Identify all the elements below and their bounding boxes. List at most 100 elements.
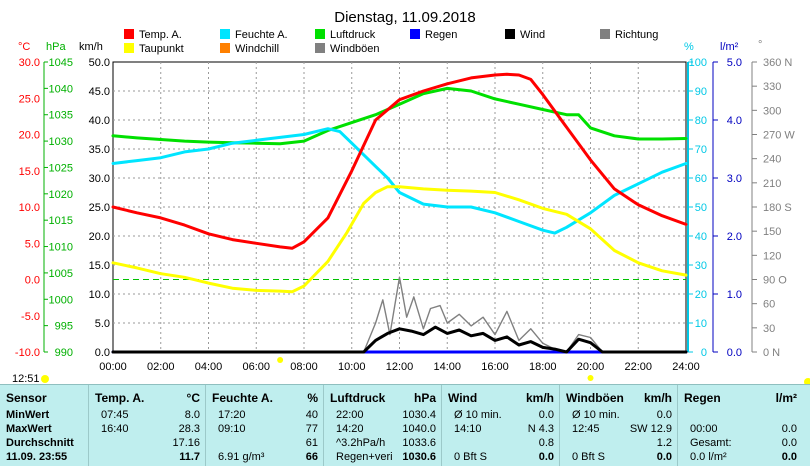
rain-tick-label: 1.0 — [727, 289, 742, 301]
stats-col-luftdruck: Luftdruck hPa 22:00 1030.4 14:20 1040.0 ^3.… — [323, 385, 442, 466]
pressure-tick-label: 1015 — [49, 215, 73, 227]
plot-area: 00:00 02:00 04:00 06:00 08:00 10:00 12:00 14:00… — [15, 57, 795, 381]
x-tick-label: 22:00 — [624, 361, 652, 373]
direction-tick-label: 180 S — [763, 202, 792, 214]
legend-swatch — [315, 29, 325, 39]
rain-tick-label: 2.0 — [727, 231, 742, 243]
pressure-tick-label: 1025 — [49, 162, 73, 174]
x-axis-marker — [587, 375, 594, 381]
stats-col-wind: Wind km/h Ø 10 min. 0.0 14:10 N 4.3 0.8 0 B… — [441, 385, 560, 466]
stats-col-regen: Regen l/m² 00:00 0.0 Gesamt: 0.0 0.0 l/m² 0.… — [677, 385, 810, 466]
stats-header: Luftdruck hPa — [330, 391, 436, 405]
stats-row: 12:45 SW 12.9 — [572, 423, 672, 435]
legend-swatch — [220, 43, 230, 53]
stats-row: 1.2 — [656, 437, 672, 449]
stats-col-temp: Temp. A. °C 07:45 8.0 16:40 28.3 17.16 11.7 — [88, 385, 206, 466]
stats-header: Windböen km/h — [566, 391, 672, 405]
temp-tick-label: 25.0 — [19, 93, 40, 105]
series-line-luftdruck — [111, 86, 688, 146]
x-tick-label: 00:00 — [99, 361, 127, 373]
stats-row: 14:20 1040.0 — [336, 423, 436, 435]
direction-tick-label: 360 N — [763, 57, 792, 69]
legend-label: Windböen — [330, 43, 380, 55]
wind-tick-label: 30.0 — [89, 173, 110, 185]
legend-label: Luftdruck — [330, 29, 376, 41]
legend-swatch — [315, 43, 325, 53]
axis-header-humidity: % — [684, 41, 694, 53]
stats-row: 0 Bft S 0.0 — [572, 451, 672, 463]
legend-label: Feuchte A. — [235, 29, 288, 41]
x-tick-label: 02:00 — [147, 361, 175, 373]
legend-label: Temp. A. — [139, 29, 182, 41]
pressure-tick-label: 1045 — [49, 57, 73, 69]
wind-tick-label: 40.0 — [89, 115, 110, 127]
stats-row: 61 — [305, 437, 318, 449]
stats-row: 16:40 28.3 — [101, 423, 200, 435]
stats-row: 11.7 — [179, 451, 200, 463]
stats-row: Regen+veri 1030.6 — [336, 451, 436, 463]
direction-tick-label: 60 — [763, 299, 775, 311]
wind-tick-label: 5.0 — [95, 318, 110, 330]
humidity-tick-label: 70 — [695, 144, 707, 156]
stats-row: Ø 10 min. 0.0 — [572, 409, 672, 421]
pressure-tick-label: 1010 — [49, 242, 73, 254]
time-label: 12:51 — [12, 373, 40, 385]
x-tick-label: 16:00 — [481, 361, 509, 373]
pressure-tick-label: 1040 — [49, 83, 73, 95]
stats-row: Ø 10 min. 0.0 — [454, 409, 554, 421]
axis-header-temp: °C — [18, 41, 30, 53]
x-axis-marker — [277, 357, 284, 363]
time-marker-dot — [41, 375, 49, 383]
x-tick-label: 04:00 — [195, 361, 223, 373]
stats-row: 14:10 N 4.3 — [454, 423, 554, 435]
stats-row: 0.8 — [538, 437, 554, 449]
x-tick-label: 06:00 — [242, 361, 270, 373]
pressure-tick-label: 1030 — [49, 136, 73, 148]
wind-tick-label: 35.0 — [89, 144, 110, 156]
x-tick-label: 08:00 — [290, 361, 318, 373]
x-tick-label: 20:00 — [577, 361, 605, 373]
stats-row-label: MaxWert — [6, 423, 52, 435]
legend-label: Taupunkt — [139, 43, 184, 55]
stats-row: 6.91 g/m³ 66 — [218, 451, 318, 463]
stats-row: 09:10 77 — [218, 423, 318, 435]
stats-col-windboeen: Windböen km/h Ø 10 min. 0.0 12:45 SW 12.9 1… — [559, 385, 678, 466]
stats-row-label: MinWert — [6, 409, 50, 421]
wind-tick-label: 20.0 — [89, 231, 110, 243]
humidity-tick-label: 30 — [695, 260, 707, 272]
humidity-tick-label: 20 — [695, 289, 707, 301]
stats-header: Temp. A. °C — [95, 391, 200, 405]
legend-swatch — [600, 29, 610, 39]
direction-tick-label: 150 — [763, 226, 781, 238]
rain-tick-label: 0.0 — [727, 347, 742, 359]
humidity-tick-label: 0 — [701, 347, 707, 359]
direction-tick-label: 240 — [763, 154, 781, 166]
axis-header-pressure: hPa — [46, 41, 66, 53]
stats-row-label: Durchschnitt — [6, 437, 74, 449]
humidity-tick-label: 80 — [695, 115, 707, 127]
temp-tick-label: -10.0 — [15, 347, 40, 359]
axis-headers: °C hPa km/h% l/m² ° — [18, 39, 762, 53]
direction-tick-label: 30 — [763, 323, 775, 335]
stats-header: Feuchte A.% — [212, 391, 318, 405]
wind-tick-label: 45.0 — [89, 86, 110, 98]
rain-tick-label: 5.0 — [727, 57, 742, 69]
wind-tick-label: 10.0 — [89, 289, 110, 301]
legend: Temp. A. Feuchte A. Luftdruck Regen Wind Rich… — [124, 29, 658, 55]
pressure-tick-label: 995 — [55, 321, 73, 333]
humidity-tick-label: 100 — [689, 57, 707, 69]
stats-row: 07:45 8.0 — [101, 409, 200, 421]
legend-swatch — [124, 43, 134, 53]
stats-row: 0 Bft S 0.0 — [454, 451, 554, 463]
legend-label: Regen — [425, 29, 457, 41]
stats-row: ^3.2hPa/h 1033.6 — [336, 437, 436, 449]
rain-tick-label: 4.0 — [727, 115, 742, 127]
temp-tick-label: 10.0 — [19, 202, 40, 214]
direction-tick-label: 120 — [763, 250, 781, 262]
x-tick-label: 24:00 — [672, 361, 700, 373]
humidity-tick-label: 60 — [695, 173, 707, 185]
legend-swatch — [124, 29, 134, 39]
stats-row: 00:00 0.0 — [690, 423, 797, 435]
chart-title: Dienstag, 11.09.2018 — [334, 9, 476, 26]
